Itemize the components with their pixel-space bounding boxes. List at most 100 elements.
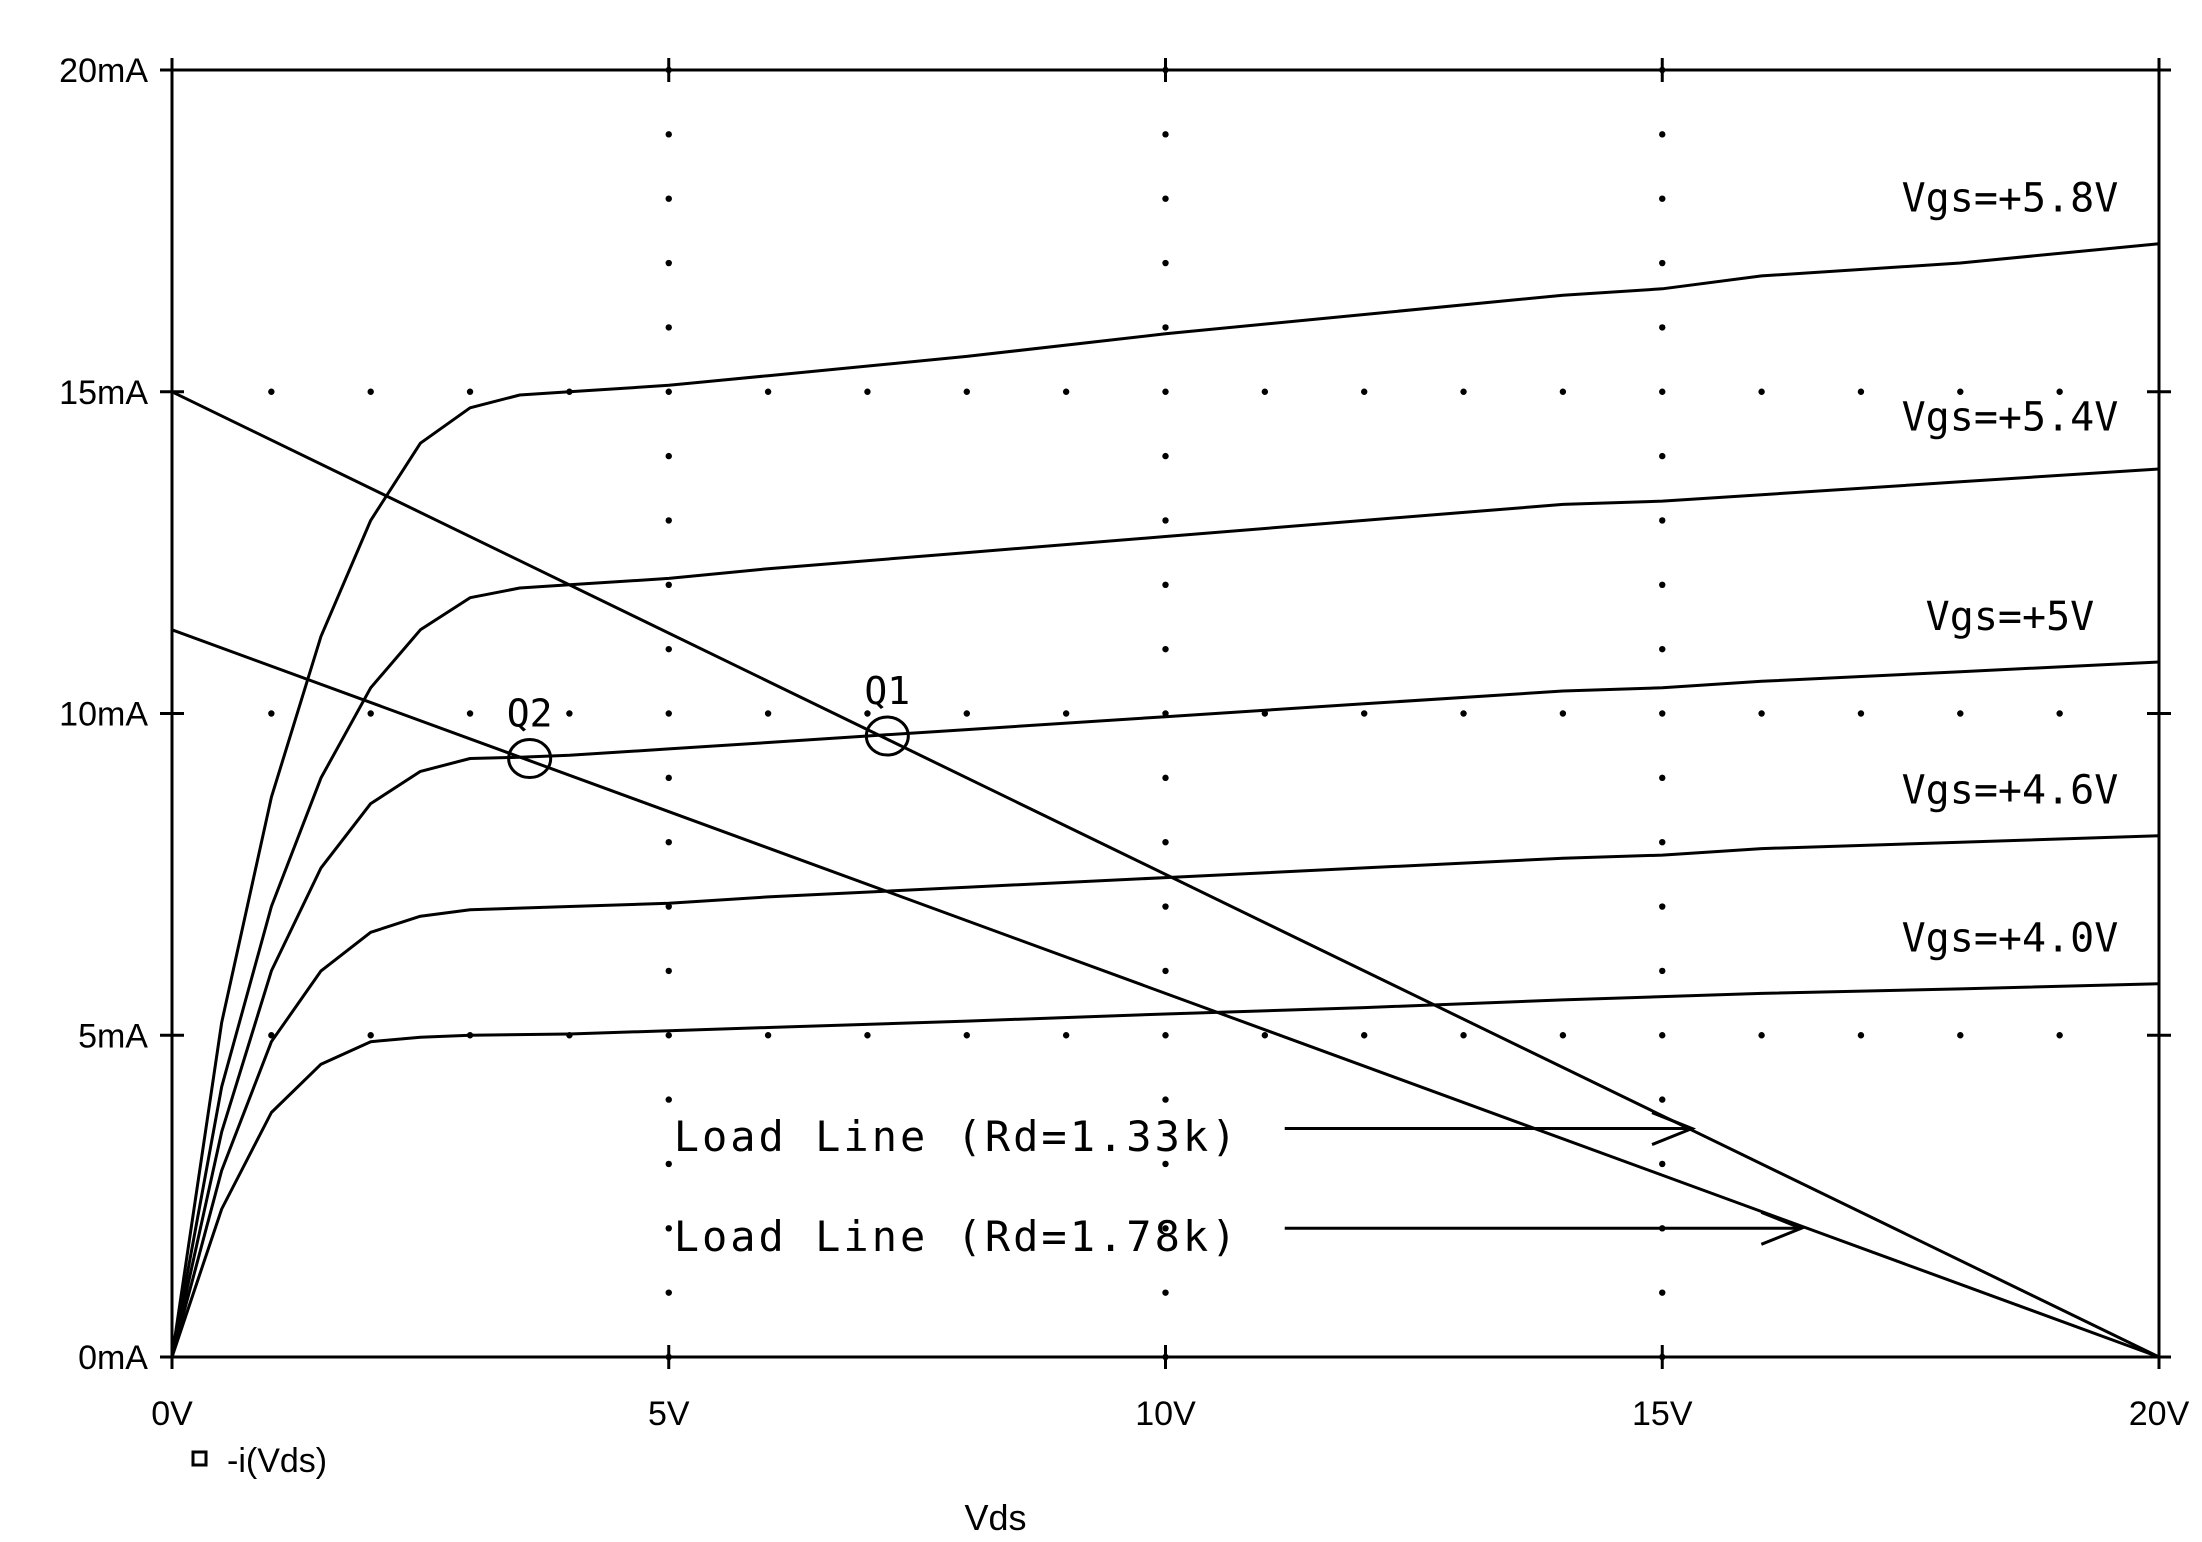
load-line-load-line-rd-1-33k	[170, 390, 2161, 1359]
x-tick-label: 5V	[648, 1395, 690, 1433]
grid-dot-vertical	[665, 1289, 672, 1296]
curve-label: Vgs=+5.4V	[1902, 394, 2119, 440]
grid-dot-vertical	[665, 452, 672, 460]
grid-dot-vertical	[1162, 1289, 1169, 1296]
curve-label: Vgs=+4.0V	[1902, 916, 2119, 962]
grid-dot-vertical	[1659, 710, 1666, 717]
grid-dot-vertical	[1162, 774, 1169, 782]
grid-dot-vertical	[1162, 259, 1169, 267]
grid-dot-horizontal	[1559, 1032, 1567, 1039]
grid-dot-horizontal	[764, 388, 772, 395]
grid-dot-vertical	[665, 259, 672, 267]
drain-curve-vgs-4-6v	[170, 834, 2161, 1359]
grid-dot-horizontal	[1758, 1032, 1765, 1039]
drain-curve-vgs-5v	[170, 660, 2161, 1359]
grid-dot-vertical	[1162, 1160, 1169, 1168]
grid-dot-vertical	[1659, 645, 1666, 653]
grid-dots	[268, 66, 2063, 1361]
grid-dot-horizontal	[1261, 710, 1269, 717]
grid-dot-horizontal	[1957, 710, 1964, 717]
drain-curve-vgs-4-0v	[170, 982, 2161, 1359]
grid-dot-vertical	[665, 388, 672, 395]
grid-dot-horizontal	[1857, 1032, 1865, 1039]
grid-dot-vertical	[1659, 195, 1666, 202]
grid-dot-horizontal	[864, 710, 871, 717]
grid-dot-horizontal	[1062, 1032, 1070, 1039]
grid-dot-horizontal	[2056, 1032, 2063, 1039]
axis-ticks: 0V 5V 10V 15V 20V 0mA 5mA 10mA 15mA 20mA	[59, 52, 2189, 1433]
grid-dot-vertical	[665, 1225, 672, 1232]
grid-dot-vertical	[1659, 388, 1666, 395]
grid-dot-horizontal	[367, 388, 374, 395]
grid-dot-vertical	[665, 645, 672, 653]
grid-dot-vertical	[1659, 774, 1666, 782]
grid-dot-vertical	[1659, 967, 1666, 975]
grid-dot-horizontal	[566, 710, 573, 717]
grid-dot-vertical	[665, 517, 672, 524]
operating-point-q1-label: Q1	[864, 669, 910, 713]
drain-curve-vgs-5-8v	[170, 242, 2161, 1359]
grid-dot-vertical	[1162, 388, 1169, 395]
grid-dot-horizontal	[268, 388, 275, 395]
x-tick-label: 10V	[1135, 1395, 1196, 1433]
grid-dot-horizontal	[864, 388, 871, 395]
curve-label: Vgs=+5V	[1926, 594, 2095, 640]
grid-dot-vertical	[665, 324, 672, 331]
grid-dot-vertical	[665, 774, 672, 782]
grid-dot-vertical	[1162, 517, 1169, 524]
grid-dot-horizontal	[268, 1032, 275, 1039]
labels-group: Vgs=+5.8V Vgs=+5.4V Vgs=+5V Vgs=+4.6V Vgs=+4…	[507, 176, 2119, 1261]
grid-dot-horizontal	[764, 710, 772, 717]
grid-dot-vertical	[1162, 1225, 1169, 1232]
curve-label: Vgs=+5.8V	[1902, 176, 2119, 222]
grid-dot-vertical	[1659, 903, 1666, 910]
grid-dot-vertical	[1162, 452, 1169, 460]
grid-dot-vertical	[665, 839, 672, 846]
y-tick-label: 15mA	[59, 374, 148, 412]
grid-dot-horizontal	[1758, 710, 1765, 717]
curve-label: Vgs=+4.6V	[1902, 768, 2119, 814]
grid-dot-vertical	[1659, 1032, 1666, 1039]
load-line-load-line-rd-1-78k	[170, 628, 2161, 1359]
legend-label: -i(Vds)	[227, 1442, 327, 1480]
grid-dot-vertical	[665, 967, 672, 975]
grid-dot-horizontal	[367, 710, 374, 717]
grid-dot-vertical	[665, 1096, 672, 1103]
grid-dot-vertical	[1659, 324, 1666, 331]
grid-dot-horizontal	[963, 388, 970, 395]
grid-dot-horizontal	[864, 1032, 871, 1039]
grid-dot-horizontal	[1460, 388, 1467, 395]
grid-dot-horizontal	[1957, 388, 1964, 395]
grid-dot-vertical	[1659, 131, 1666, 138]
grid-dot-vertical	[665, 1160, 672, 1168]
drain-curve-vgs-5-4v	[170, 467, 2161, 1359]
grid-dot-horizontal	[1758, 388, 1765, 395]
operating-point-q1-marker	[864, 715, 910, 757]
grid-dot-vertical	[1162, 1032, 1169, 1039]
grid-dot-vertical	[1162, 645, 1169, 653]
grid-dot-horizontal	[963, 1032, 970, 1039]
grid-dot-horizontal	[1460, 710, 1467, 717]
grid-dot-horizontal	[1957, 1032, 1964, 1039]
grid-dot-horizontal	[1460, 1032, 1467, 1039]
grid-dot-horizontal	[1062, 710, 1070, 717]
grid-dot-vertical	[665, 710, 672, 717]
grid-dot-horizontal	[1857, 710, 1865, 717]
legend: -i(Vds)	[191, 1442, 327, 1480]
grid-dot-horizontal	[1559, 388, 1567, 395]
grid-dot-vertical	[665, 131, 672, 138]
operating-point-q2-marker	[507, 738, 553, 780]
grid-dot-vertical	[665, 581, 672, 588]
grid-dot-horizontal	[1857, 388, 1865, 395]
grid-dot-horizontal	[1361, 388, 1368, 395]
y-tick-label: 10mA	[59, 696, 148, 734]
grid-dot-vertical	[1659, 259, 1666, 267]
grid-dot-horizontal	[2056, 388, 2063, 395]
grid-dot-horizontal	[963, 710, 970, 717]
annotation-arrow-head	[1760, 1210, 1806, 1246]
grid-dot-vertical	[1659, 517, 1666, 524]
grid-dot-vertical	[665, 195, 672, 202]
annotation-arrow-head	[1651, 1111, 1697, 1146]
y-tick-label: 5mA	[78, 1017, 148, 1055]
grid-dot-vertical	[1659, 1160, 1666, 1168]
